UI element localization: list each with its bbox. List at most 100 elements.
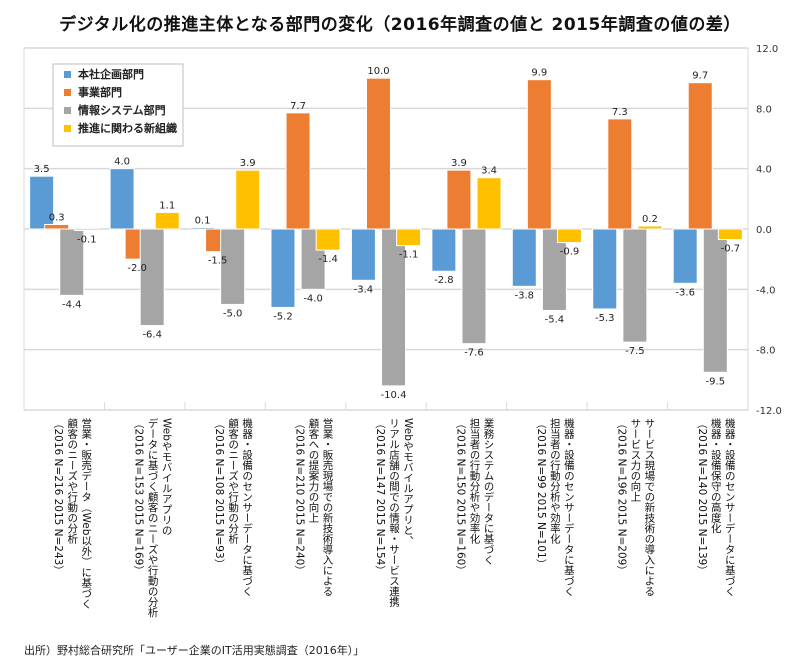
data-label: 3.4 — [481, 166, 497, 177]
bar — [526, 79, 552, 230]
category-label: 担当者の行動分析や効率化 — [549, 418, 561, 545]
data-label: -0.7 — [721, 244, 741, 255]
data-label: 0.1 — [195, 215, 211, 226]
bar — [556, 228, 582, 244]
bar — [59, 228, 85, 296]
data-label: -3.8 — [515, 290, 535, 301]
bar — [154, 211, 180, 230]
y-axis-ticks: 12.0 8.0 4.0 0.0 -4.0 -8.0 -12.0 — [756, 44, 782, 417]
category-label: サービス力の向上 — [629, 418, 641, 502]
chart-svg: 3.5 4.0 0.1 -5.2 -3.4 -2.8 -3.8 -5.3 -3.6 0.3 -2.0… — [23, 44, 782, 618]
bar — [637, 225, 663, 230]
category-label: 機器・設備のセンサーデータに基づく — [724, 417, 736, 596]
bar — [717, 228, 743, 241]
y-tick-label: 4.0 — [756, 165, 772, 176]
bar — [109, 168, 135, 230]
data-label: -5.4 — [545, 314, 565, 325]
data-labels: 3.5 4.0 0.1 -5.2 -3.4 -2.8 -3.8 -5.3 -3.6 0.3 -2.0… — [34, 66, 740, 401]
data-label: -5.2 — [273, 311, 293, 322]
category-separators — [103, 402, 669, 410]
bar — [476, 177, 502, 230]
bar — [702, 228, 728, 373]
category-label: （2016 N=140 2015 N=139） — [696, 418, 708, 576]
data-label: 7.7 — [290, 101, 306, 112]
legend-entry: 事業部門 — [78, 85, 122, 99]
y-tick-label: -8.0 — [756, 346, 776, 357]
data-label: -9.5 — [706, 376, 726, 387]
y-tick-label: 8.0 — [756, 104, 772, 115]
source-note: 出所）野村総合研究所「ユーザー企業のIT活用実態調査（2016年）」 — [24, 644, 365, 657]
data-label: -2.8 — [434, 275, 454, 286]
legend-swatch — [64, 89, 71, 96]
data-label: 1.1 — [159, 200, 175, 211]
data-label: 0.2 — [642, 214, 658, 225]
legend-entry: 推進に関わる新組織 — [78, 121, 177, 135]
legend-entry: 本社企画部門 — [78, 67, 144, 81]
data-label: -0.1 — [77, 235, 97, 246]
category-label: 営業・販売データ（Web以外）に基づく — [80, 417, 92, 609]
data-label: 0.3 — [49, 212, 65, 223]
bar — [285, 112, 311, 230]
data-label: 3.9 — [240, 158, 256, 169]
bars — [29, 77, 743, 387]
y-tick-label: 12.0 — [756, 44, 778, 55]
bar — [139, 228, 165, 327]
data-label: 3.9 — [451, 158, 467, 169]
bar — [220, 228, 246, 305]
y-tick-label: -12.0 — [756, 406, 782, 417]
bar — [315, 228, 341, 251]
bar — [672, 228, 698, 284]
data-label: -7.6 — [464, 348, 484, 359]
category-label: 営業・販売現場での新技術導入による — [322, 417, 334, 596]
bar — [687, 82, 713, 230]
data-label: -5.0 — [223, 308, 243, 319]
data-label: 9.9 — [531, 68, 547, 79]
category-label: 業務システムのデータに基づく — [482, 417, 494, 565]
data-label: -3.4 — [354, 284, 374, 295]
category-label: （2016 N=153 2015 N=169） — [133, 418, 145, 576]
category-label: リアル店舗の間での情報・サービス連携 — [388, 418, 400, 608]
data-label: 7.3 — [612, 107, 628, 118]
category-label: 機器・設備のセンサーデータに基づく — [563, 417, 575, 596]
category-label: （2016 N=196 2015 N=209） — [615, 418, 627, 576]
category-label: Webやモバイルアプリと、 — [402, 418, 414, 546]
plot-area — [23, 47, 749, 411]
category-label: 顧客のニーズや行動の分析 — [66, 417, 78, 545]
category-label: （2016 N=216 2015 N=243） — [52, 418, 64, 576]
bar — [622, 228, 648, 343]
category-label: 顧客への提案力の向上 — [308, 417, 320, 523]
category-labels: 営業・販売データ（Web以外）に基づく顧客のニーズや行動の分析（2016 N=2… — [52, 417, 736, 618]
legend-swatch — [64, 71, 71, 78]
data-label: -0.9 — [560, 247, 580, 258]
category-label: （2016 N=147 2015 N=154） — [374, 418, 386, 576]
bar — [365, 77, 391, 230]
data-label: -4.0 — [303, 293, 323, 304]
bar — [44, 223, 70, 230]
category-label: 担当者の行動分析や効率化 — [468, 418, 480, 545]
data-label: -1.5 — [208, 256, 228, 267]
data-label: 3.5 — [34, 164, 50, 175]
category-label: Webやモバイルアプリの — [161, 418, 173, 535]
bar — [511, 228, 537, 287]
category-label: データに基づく顧客のニーズや行動の分析 — [147, 417, 159, 618]
category-label: （2016 N=108 2015 N=93） — [213, 418, 225, 569]
data-label: 4.0 — [114, 157, 130, 168]
category-label: 機器・設備保守の高度化 — [710, 417, 722, 534]
data-label: -6.4 — [142, 330, 162, 341]
bar — [29, 175, 55, 230]
chart-title: デジタル化の推進主体となる部門の変化（2016年調査の値と 2015年調査の値の… — [59, 15, 741, 35]
y-tick-label: -4.0 — [756, 285, 776, 296]
category-label: （2016 N=150 2015 N=160） — [454, 418, 466, 576]
legend-swatch — [64, 125, 71, 132]
legend-box — [52, 63, 184, 147]
bar — [592, 228, 618, 310]
bar — [446, 169, 472, 230]
data-label: -10.4 — [381, 390, 407, 401]
category-label: （2016 N=210 2015 N=240） — [294, 418, 306, 576]
category-label: 顧客のニーズや行動の分析 — [227, 417, 239, 545]
data-label: -1.4 — [318, 254, 338, 265]
data-label: -7.5 — [625, 346, 645, 357]
legend-entry: 情報システム部門 — [78, 103, 166, 117]
data-label: 9.7 — [692, 71, 708, 82]
data-label: 10.0 — [367, 66, 389, 77]
